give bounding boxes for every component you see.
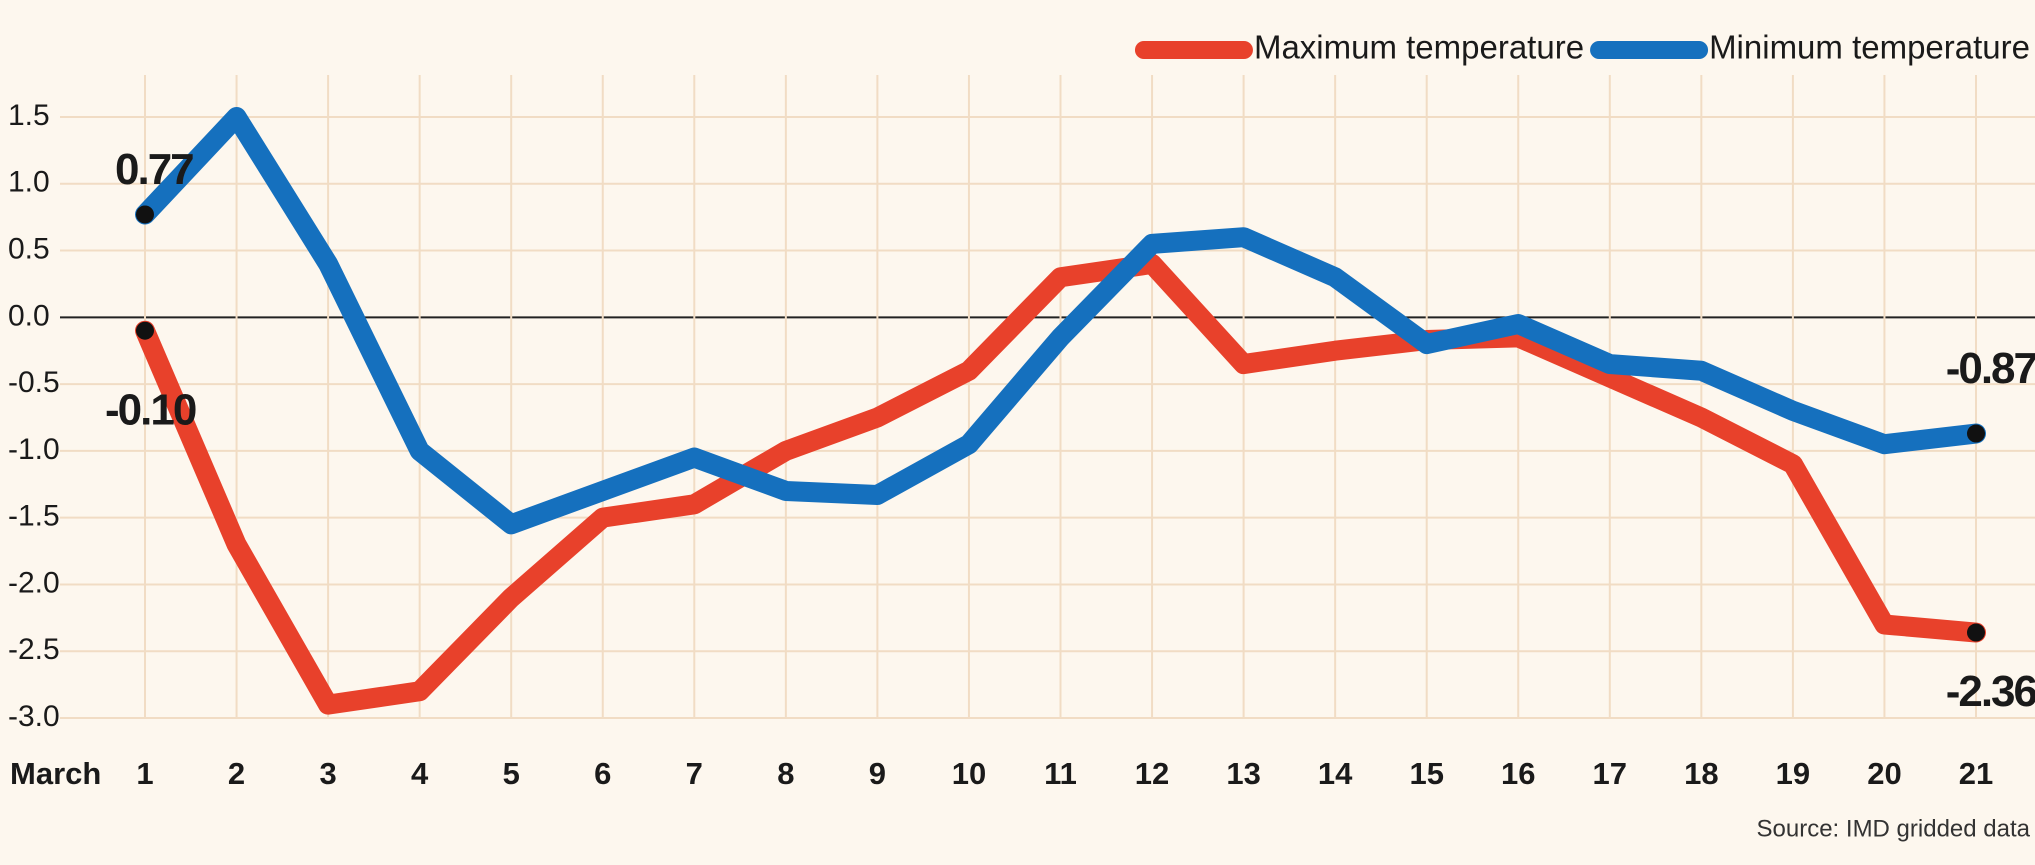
labels: 1.51.00.50.0-0.5-1.0-1.5-2.0-2.5-3.01 2 3 4… [8, 29, 2035, 791]
source: Source: IMD gridded data [1757, 815, 2031, 842]
x-tick-label: 3 [319, 756, 336, 791]
x-tick-label: 18 [1684, 756, 1718, 791]
x-tick-label: 8 [777, 756, 794, 791]
x-tick-label: 6 [594, 756, 611, 791]
x-tick-label: 20 [1867, 756, 1901, 791]
value-label: -0.87 [1946, 344, 2035, 393]
legend-label: Minimum temperature [1709, 29, 2030, 66]
y-tick-label: -2.5 [8, 633, 60, 666]
x-tick-label: 5 [503, 756, 520, 791]
value-label: -2.36 [1946, 667, 2035, 716]
y-tick-label: -0.5 [8, 366, 60, 399]
series-line [135, 253, 1986, 715]
x-tick-label: 11 [1044, 756, 1077, 791]
x-tick-label: 12 [1135, 756, 1169, 791]
y-tick-label: 0.5 [8, 232, 50, 265]
end-point [1967, 424, 1985, 443]
end-point [1967, 623, 1985, 642]
legend-label: Maximum temperature [1254, 29, 1584, 66]
y-tick-label: 1.5 [8, 99, 50, 132]
x-tick-label: 1 [136, 756, 153, 791]
y-tick-label: -2.0 [8, 566, 60, 599]
grid [60, 75, 2035, 719]
x-tick-label: 21 [1959, 756, 1993, 791]
x-tick-label: 19 [1776, 756, 1810, 791]
y-tick-label: -3.0 [8, 700, 60, 733]
y-tick-label: 0.0 [8, 299, 50, 332]
series-line [135, 107, 1986, 535]
x-tick-label: 14 [1318, 756, 1353, 791]
end-point [136, 321, 154, 340]
x-tick-label: 16 [1501, 756, 1535, 791]
value-label: -0.10 [105, 385, 196, 434]
x-tick-label: 2 [228, 756, 245, 791]
x-tick-label: 7 [686, 756, 703, 791]
y-tick-label: -1.5 [8, 500, 60, 533]
end-point [136, 205, 154, 224]
x-tick-label: 4 [411, 756, 429, 791]
x-tick-label: 10 [952, 756, 986, 791]
x-tick-label: 13 [1226, 756, 1260, 791]
x-tick-label: 15 [1409, 756, 1443, 791]
x-axis-label: March [10, 756, 101, 791]
x-tick-label: 9 [869, 756, 886, 791]
x-tick-label: 17 [1593, 756, 1627, 791]
value-label: 0.77 [115, 145, 193, 194]
y-tick-label: 1.0 [8, 166, 50, 199]
lines [135, 107, 1986, 715]
y-tick-label: -1.0 [8, 433, 60, 466]
